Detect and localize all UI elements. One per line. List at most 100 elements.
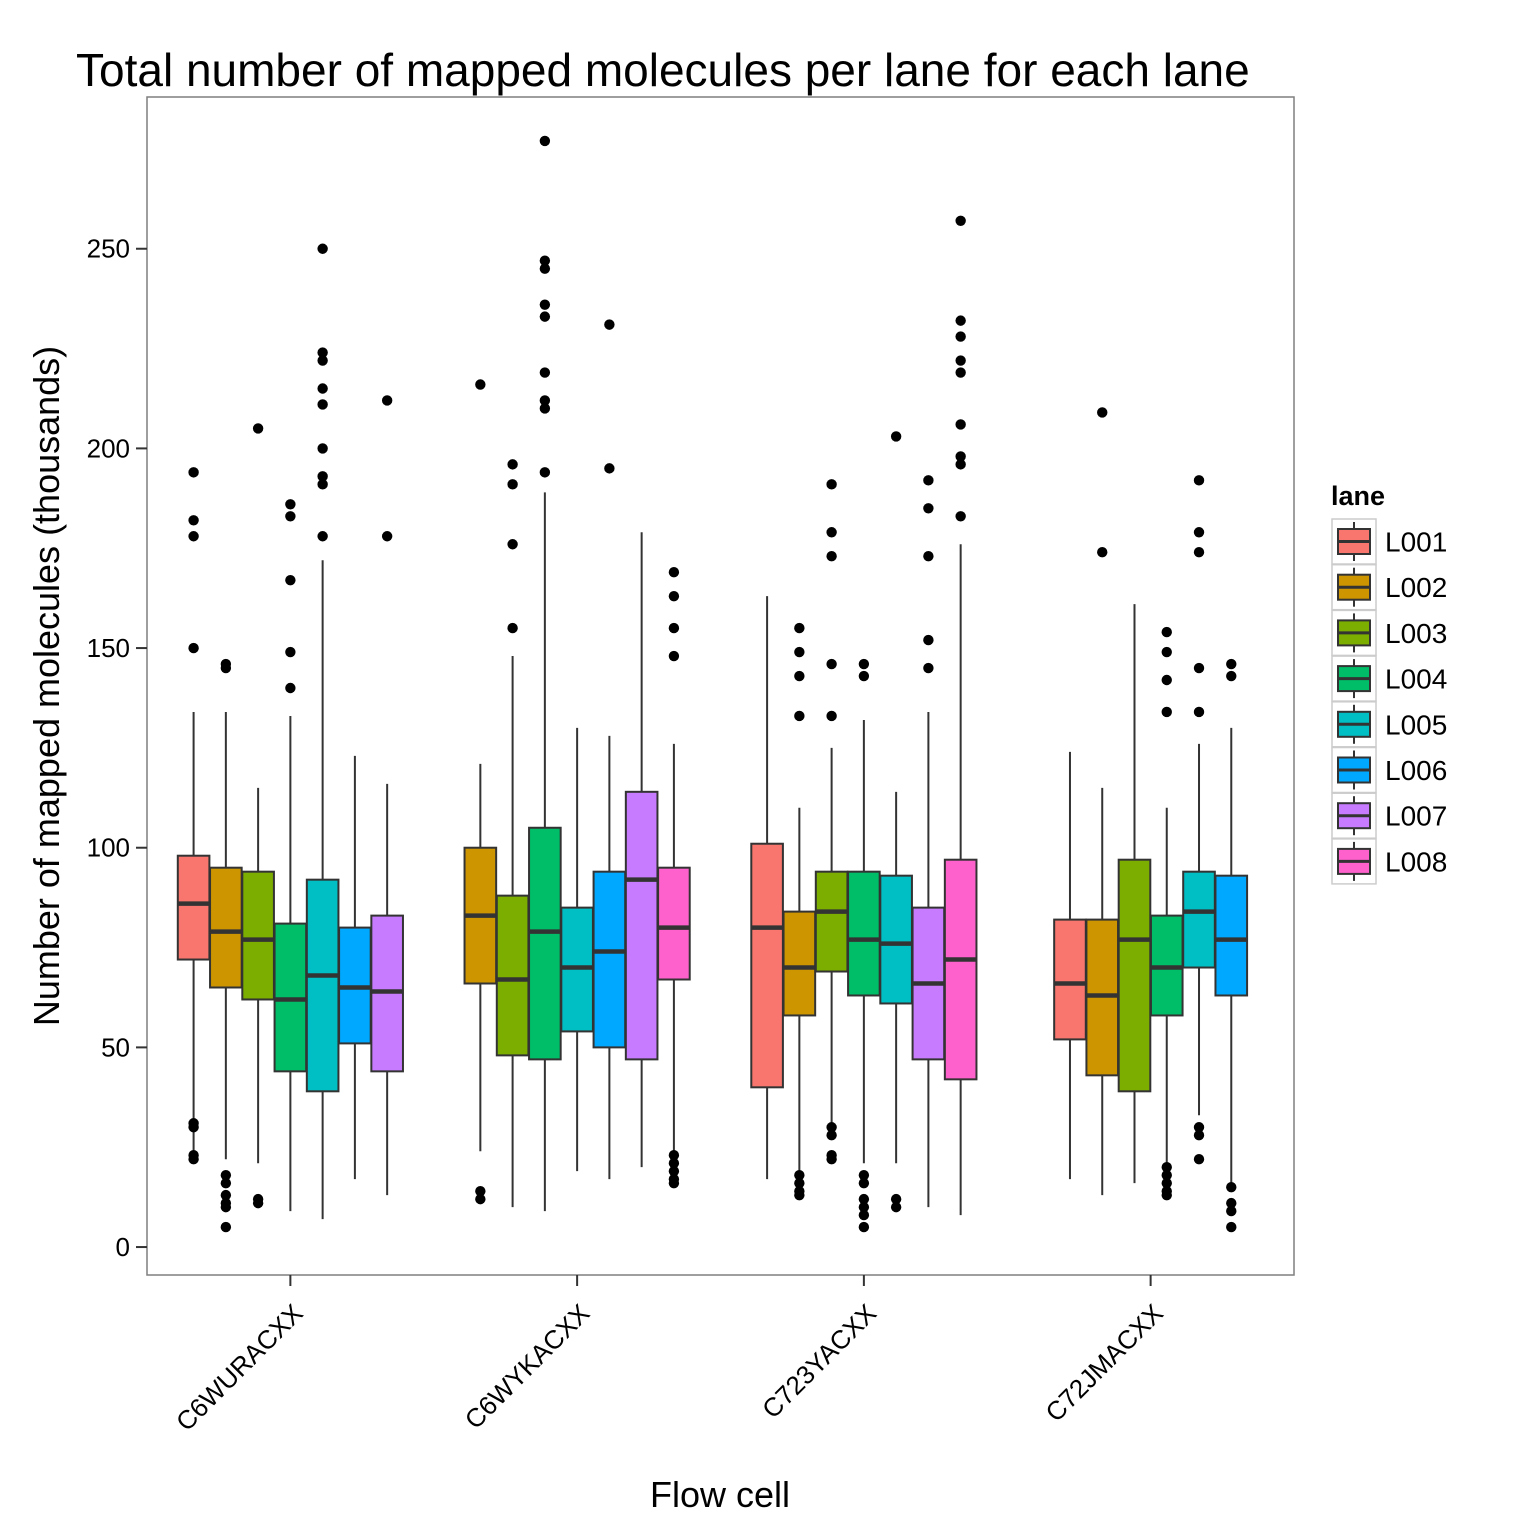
legend-entry-L006: L006 <box>1331 746 1447 794</box>
x-tick-label: C6WYKACXX <box>459 1298 596 1435</box>
outlier-point <box>826 1153 837 1165</box>
iqr-box <box>176 854 211 961</box>
outlier-point <box>317 471 328 482</box>
outlier-point <box>890 1193 902 1205</box>
outlier-point <box>220 1177 232 1189</box>
box-C72JMACXX-L002 <box>1085 407 1120 1196</box>
outlier-point <box>955 511 966 522</box>
outlier-point <box>539 299 551 310</box>
outlier-point <box>1193 547 1205 558</box>
outlier-point <box>1226 670 1237 682</box>
outlier-point <box>1161 646 1172 658</box>
outlier-point <box>668 1157 680 1169</box>
outlier-point <box>475 1185 486 1197</box>
outlier-point <box>285 499 296 510</box>
box-C6WURACXX-L005 <box>305 243 340 1220</box>
outlier-point <box>1226 1221 1237 1233</box>
outlier-point <box>668 1150 680 1161</box>
outlier-point <box>1097 407 1108 418</box>
box-C6WYKACXX-L005 <box>560 727 594 1172</box>
iqr-box <box>943 858 978 1081</box>
y-tick-label: 50 <box>101 1032 130 1062</box>
legend-entry-L007: L007 <box>1331 792 1447 839</box>
outlier-point <box>317 531 328 542</box>
outlier-point <box>794 646 805 658</box>
outlier-point <box>955 459 966 470</box>
iqr-box <box>528 826 562 1061</box>
outlier-point <box>1193 706 1205 718</box>
iqr-box <box>1053 918 1087 1041</box>
box-C6WYKACXX-L007 <box>624 532 659 1168</box>
outlier-point <box>220 1201 232 1213</box>
box-C6WURACXX-L006 <box>338 755 372 1180</box>
outlier-point <box>381 531 393 542</box>
outlier-point <box>1226 1197 1237 1209</box>
box-C723YACXX-L008 <box>943 215 978 1216</box>
outlier-point <box>858 1221 870 1233</box>
outlier-point <box>858 1209 870 1221</box>
box-C6WURACXX-L002 <box>209 658 243 1233</box>
x-tick-label: C6WURACXX <box>170 1298 309 1437</box>
box-C6WYKACXX-L002 <box>463 379 498 1205</box>
outlier-point <box>955 451 966 462</box>
box-C6WYKACXX-L003 <box>495 459 530 1208</box>
legend-label: L003 <box>1385 618 1447 649</box>
legend: lane L001 L002 L003 L004 L005 L006 L007 L008 <box>1331 481 1447 885</box>
outlier-point <box>507 622 518 634</box>
outlier-point <box>188 467 199 478</box>
box-C723YACXX-L004 <box>847 658 881 1233</box>
legend-entry-L001: L001 <box>1331 518 1447 565</box>
outlier-point <box>1097 547 1108 558</box>
outlier-point <box>858 670 870 682</box>
outlier-point <box>826 527 837 538</box>
outlier-point <box>220 1221 232 1233</box>
outlier-point <box>1226 1205 1237 1217</box>
box-C6WYKACXX-L008 <box>657 566 691 1189</box>
outlier-point <box>955 355 966 366</box>
outlier-point <box>858 658 870 670</box>
outlier-point <box>890 1201 902 1213</box>
outlier-point <box>923 634 934 646</box>
outlier-point <box>285 511 296 522</box>
outlier-point <box>317 383 328 394</box>
legend-label: L006 <box>1385 755 1447 786</box>
legend-entry-L002: L002 <box>1331 563 1447 611</box>
outlier-point <box>1161 1169 1172 1181</box>
outlier-point <box>317 243 328 254</box>
outlier-point <box>381 395 393 406</box>
outlier-point <box>475 1193 486 1205</box>
legend-entry-L004: L004 <box>1331 655 1447 702</box>
outlier-point <box>826 710 837 722</box>
outlier-point <box>668 566 680 578</box>
box-C723YACXX-L003 <box>814 479 849 1165</box>
outlier-point <box>188 642 199 654</box>
iqr-box <box>305 878 340 1093</box>
outlier-point <box>858 1169 870 1181</box>
outlier-point <box>188 515 199 526</box>
outlier-point <box>317 399 328 410</box>
outlier-point <box>923 503 934 514</box>
legend-entry-L003: L003 <box>1331 609 1447 657</box>
outlier-point <box>826 551 837 562</box>
chart-title: Total number of mapped molecules per lan… <box>76 44 1250 96</box>
outlier-point <box>1161 1189 1172 1201</box>
y-axis-title: Number of mapped molecules (thousands) <box>26 346 67 1026</box>
legend-entry-L005: L005 <box>1331 701 1447 748</box>
outlier-point <box>955 367 966 378</box>
box-C723YACXX-L002 <box>782 622 817 1201</box>
outlier-point <box>1193 1130 1205 1141</box>
outlier-point <box>955 419 966 430</box>
box-C72JMACXX-L004 <box>1149 626 1184 1201</box>
box-C72JMACXX-L006 <box>1214 658 1249 1233</box>
outlier-point <box>539 395 551 406</box>
outlier-point <box>1226 658 1237 670</box>
outlier-point <box>826 479 837 490</box>
y-tick-label: 100 <box>87 833 130 863</box>
outlier-point <box>794 670 805 682</box>
outlier-point <box>188 1122 199 1133</box>
legend-label: L007 <box>1385 801 1447 832</box>
iqr-box <box>1117 858 1152 1093</box>
y-tick-label: 0 <box>116 1232 130 1262</box>
outlier-point <box>220 1189 232 1201</box>
